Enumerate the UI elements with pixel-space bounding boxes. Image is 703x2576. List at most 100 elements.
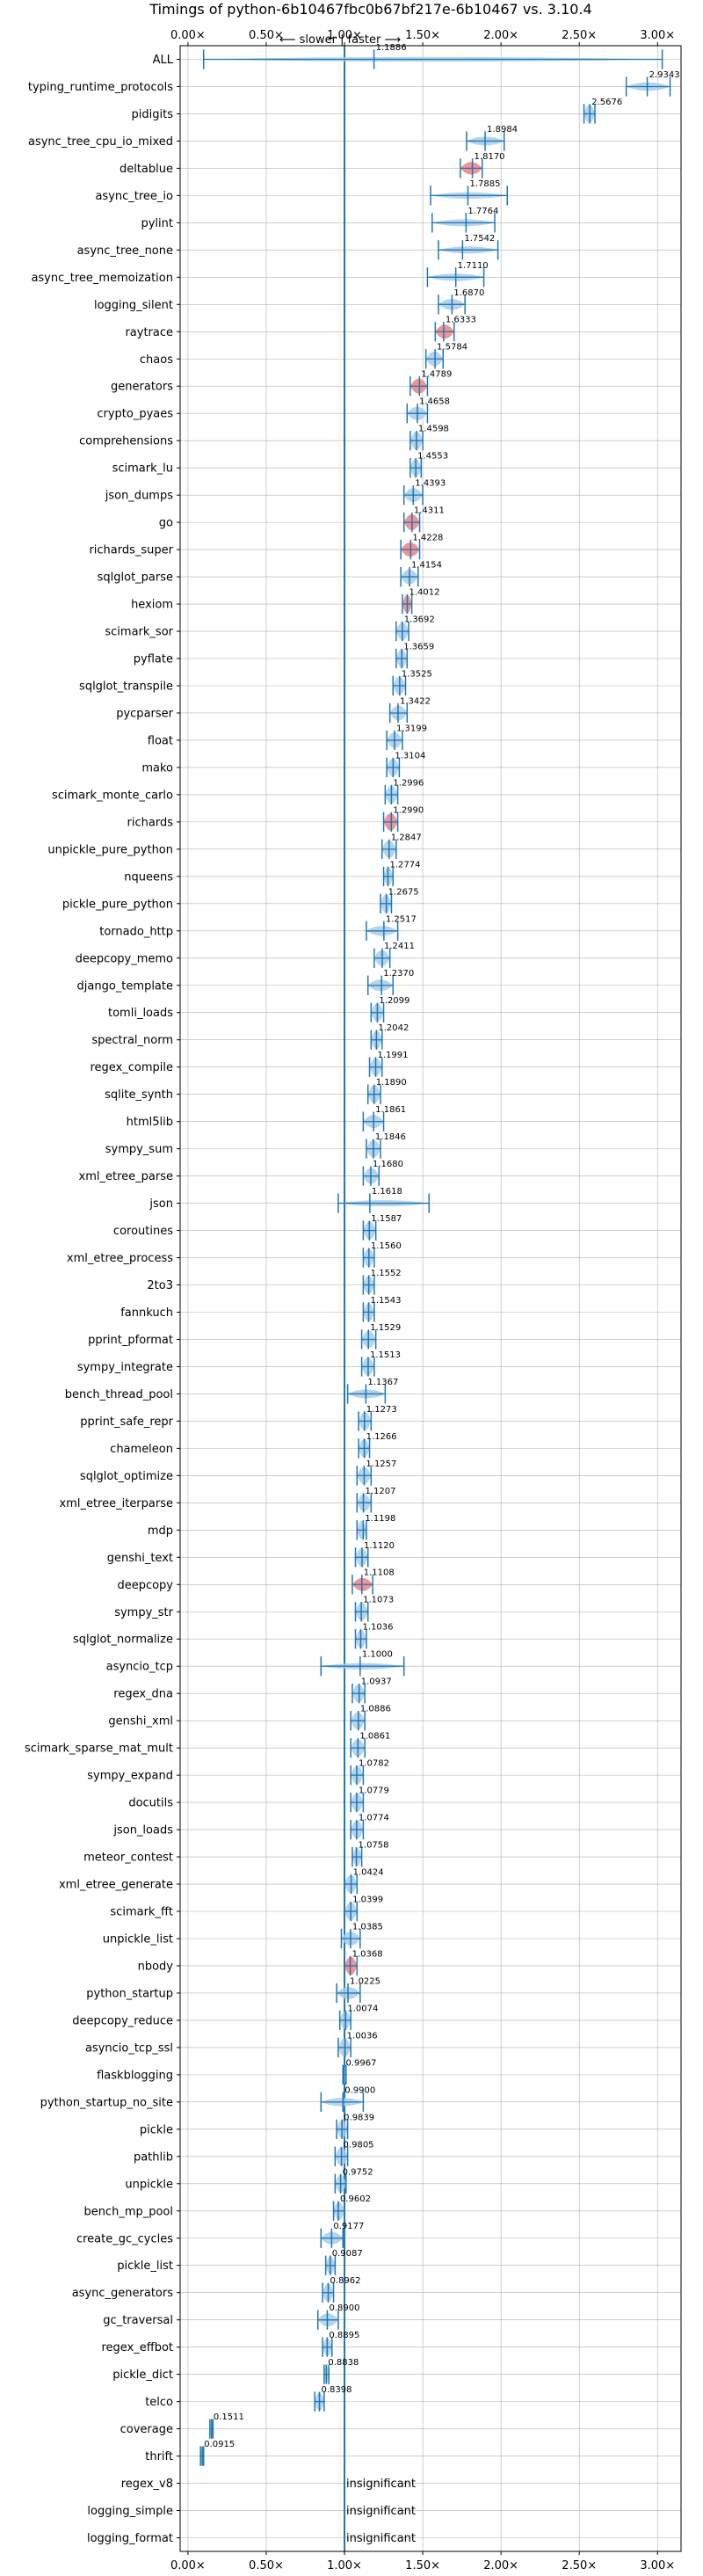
category-label: unpickle_list [103,1932,173,1946]
value-label: 1.1846 [375,1132,406,1142]
grid-lines [180,46,681,2551]
category-label: coverage [120,2423,173,2436]
category-label: pickle_list [117,2259,173,2273]
value-label: 1.4012 [409,588,439,598]
value-label: 1.0758 [359,1841,389,1851]
value-label: 1.1207 [366,1487,396,1496]
category-label: xml_etree_generate [59,1879,173,1892]
category-label: logging_silent [94,299,173,312]
insignificant-label: insignificant [346,2532,416,2545]
value-label: 0.9900 [344,2085,375,2095]
value-label: 1.4228 [412,534,443,543]
value-label: 1.2517 [386,914,417,924]
value-label: 0.9805 [344,2140,374,2150]
value-label: 1.4598 [418,425,449,434]
value-label: 1.1198 [365,1514,395,1524]
value-label: 1.0424 [353,1868,384,1878]
value-label: 1.2774 [389,860,420,870]
value-label: 1.4311 [414,506,445,516]
category-label: create_gc_cycles [76,2232,173,2245]
value-label: 1.3422 [400,696,431,706]
category-label: crypto_pyaes [97,408,173,421]
category-label: python_startup [86,1987,173,2000]
insignificant-label: insignificant [346,2505,416,2518]
value-label: 1.0937 [361,1677,392,1687]
value-label: 1.0886 [360,1705,391,1714]
category-label: pidigits [132,108,174,121]
category-label: xml_etree_parse [79,1170,173,1183]
value-label: 1.0225 [350,1976,380,1986]
category-label: genshi_text [107,1552,173,1565]
chart-title: Timings of python-6b10467fbc0b67bf217e-6… [149,1,591,18]
category-label: xml_etree_process [67,1252,173,1265]
category-label: pylint [141,217,173,230]
value-label: 1.1120 [364,1541,395,1551]
data-marks: 1.1886 2.9343 2.5676 1.8984 1.8170 1.7885 1.77… [199,43,680,2551]
insignificant-label: insignificant [346,2478,416,2491]
category-label: tornado_http [99,925,173,938]
value-label: 1.8984 [487,125,518,135]
category-label: pickle [140,2123,173,2136]
value-label: 1.2411 [384,942,415,951]
category-label: sqlite_synth [105,1088,173,1102]
value-label: 1.1513 [370,1350,401,1360]
category-label: xml_etree_iterparse [59,1497,173,1510]
category-label: typing_runtime_protocols [28,81,173,94]
value-label: 1.1552 [371,1269,402,1278]
category-label: nqueens [124,870,173,884]
value-label: 1.2996 [393,778,424,788]
category-label: bench_thread_pool [65,1388,173,1401]
value-label: 1.1861 [375,1105,406,1115]
category-label: meteor_contest [83,1852,173,1865]
category-label: pickle_pure_python [62,898,173,911]
value-label: 1.3692 [404,615,435,625]
value-label: 1.0036 [347,2031,378,2041]
value-label: 1.1036 [362,1623,393,1633]
category-label: fannkuch [120,1306,173,1320]
category-label: unpickle [125,2178,173,2191]
x-tick-label-bottom: 3.00× [640,2559,675,2572]
value-label: 1.1367 [367,1378,398,1387]
category-label: regex_effbot [101,2341,173,2354]
x-tick-label-top: 2.00× [483,29,518,42]
value-label: 1.7542 [464,234,495,244]
value-label: 1.1108 [364,1568,395,1578]
x-tick-label-top: 0.50× [249,29,284,42]
category-label: 2to3 [147,1279,173,1292]
category-label: regex_dna [113,1688,173,1701]
category-label: sqlglot_transpile [79,680,173,693]
value-label: 1.4553 [417,452,448,462]
category-label: scimark_monte_carlo [52,789,173,802]
category-label: hexiom [131,599,173,612]
category-labels: ALL typing_runtime_protocols pidigits async… [25,54,174,2545]
value-label: 1.1560 [371,1241,402,1251]
category-label: telco [145,2396,173,2409]
category-label: scimark_sor [105,626,173,639]
value-label: 0.9087 [332,2249,363,2259]
value-label: 0.9602 [340,2194,371,2204]
value-label: 1.0368 [352,1949,383,1959]
value-label: 1.0399 [352,1895,383,1904]
category-label: sympy_str [114,1606,173,1619]
value-label: 1.6870 [453,288,484,298]
value-label: 1.1000 [362,1650,393,1660]
category-label: spectral_norm [91,1034,173,1047]
value-label: 0.8900 [329,2303,359,2313]
value-label: 1.1680 [373,1160,403,1169]
category-label: scimark_lu [112,462,173,476]
category-label: deepcopy_reduce [72,2014,173,2027]
category-label: asyncio_tcp [106,1661,173,1674]
value-label: 1.0779 [359,1786,389,1796]
category-label: ALL [153,54,174,67]
value-label: 1.8170 [475,152,505,162]
category-label: flaskblogging [97,2069,173,2082]
value-label: 0.8962 [330,2276,361,2286]
value-label: 1.2042 [378,1023,409,1033]
category-label: deepcopy_memo [76,952,173,965]
value-label: 1.0385 [352,1922,383,1932]
value-label: 1.3659 [403,642,434,651]
value-label: 1.1587 [371,1214,402,1224]
category-label: pickle_dict [112,2369,173,2382]
